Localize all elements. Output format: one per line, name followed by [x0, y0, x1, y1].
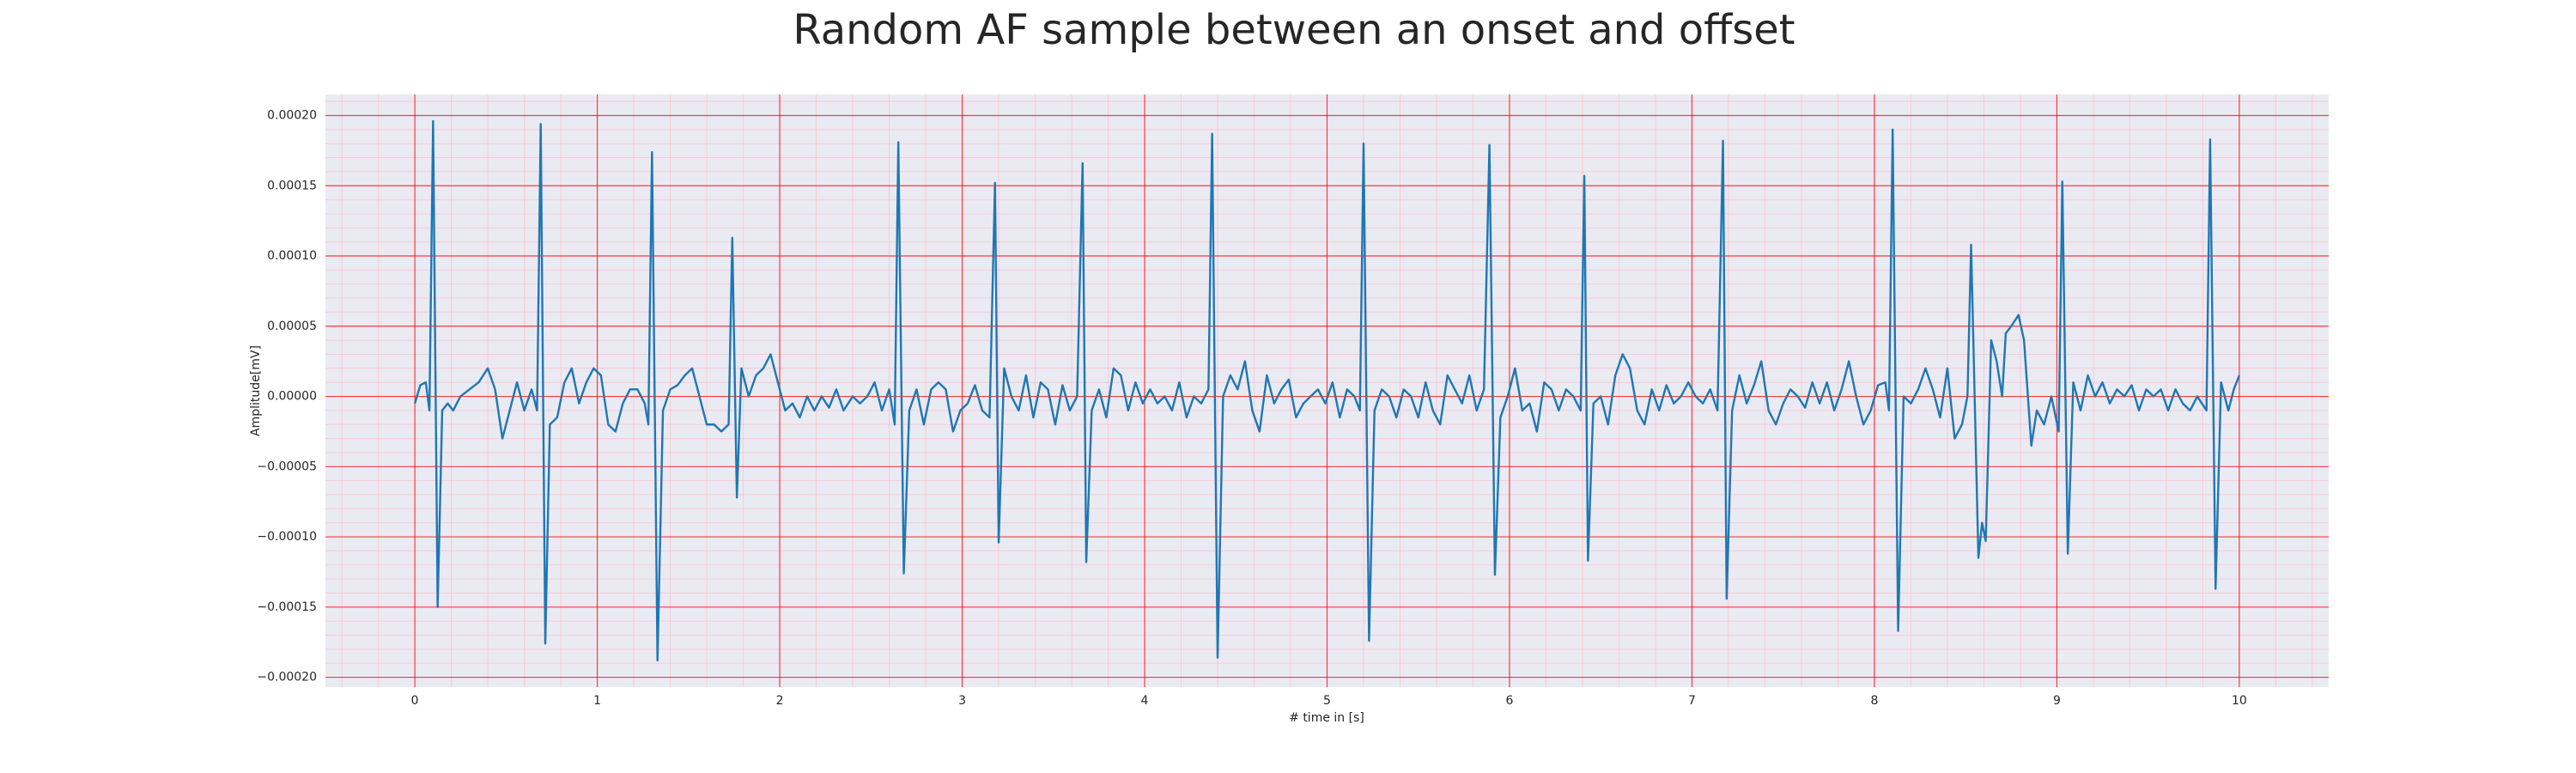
signal-line	[413, 119, 2241, 662]
x-tick-label: 5	[1323, 694, 1331, 708]
x-tick-label: 2	[776, 694, 784, 708]
x-tick-label: 6	[1506, 694, 1514, 708]
x-axis-label: # time in [s]	[1289, 711, 1364, 725]
chart-title: Random AF sample between an onset and of…	[793, 6, 1795, 54]
x-tick-label: 8	[1870, 694, 1878, 708]
x-tick-label: 1	[593, 694, 601, 708]
x-tick-label: 7	[1688, 694, 1696, 708]
y-tick-label: 0.00000	[267, 390, 317, 404]
y-tick-label: 0.00020	[267, 109, 317, 123]
y-tick-label: −0.00015	[257, 600, 317, 614]
y-tick-label: 0.00015	[267, 179, 317, 192]
x-tick-label: 0	[411, 694, 419, 708]
x-tick-label: 9	[2053, 694, 2061, 708]
y-tick-label: 0.00010	[267, 249, 317, 263]
x-tick-label: 3	[958, 694, 966, 708]
x-tick-label: 10	[2232, 694, 2247, 708]
y-tick-label: −0.00020	[257, 671, 317, 685]
x-tick-label: 4	[1141, 694, 1149, 708]
y-tick-label: −0.00010	[257, 530, 317, 544]
y-tick-label: −0.00005	[257, 460, 317, 473]
y-axis-label: Amplitude[mV]	[249, 345, 263, 436]
y-tick-label: 0.00005	[267, 320, 317, 333]
